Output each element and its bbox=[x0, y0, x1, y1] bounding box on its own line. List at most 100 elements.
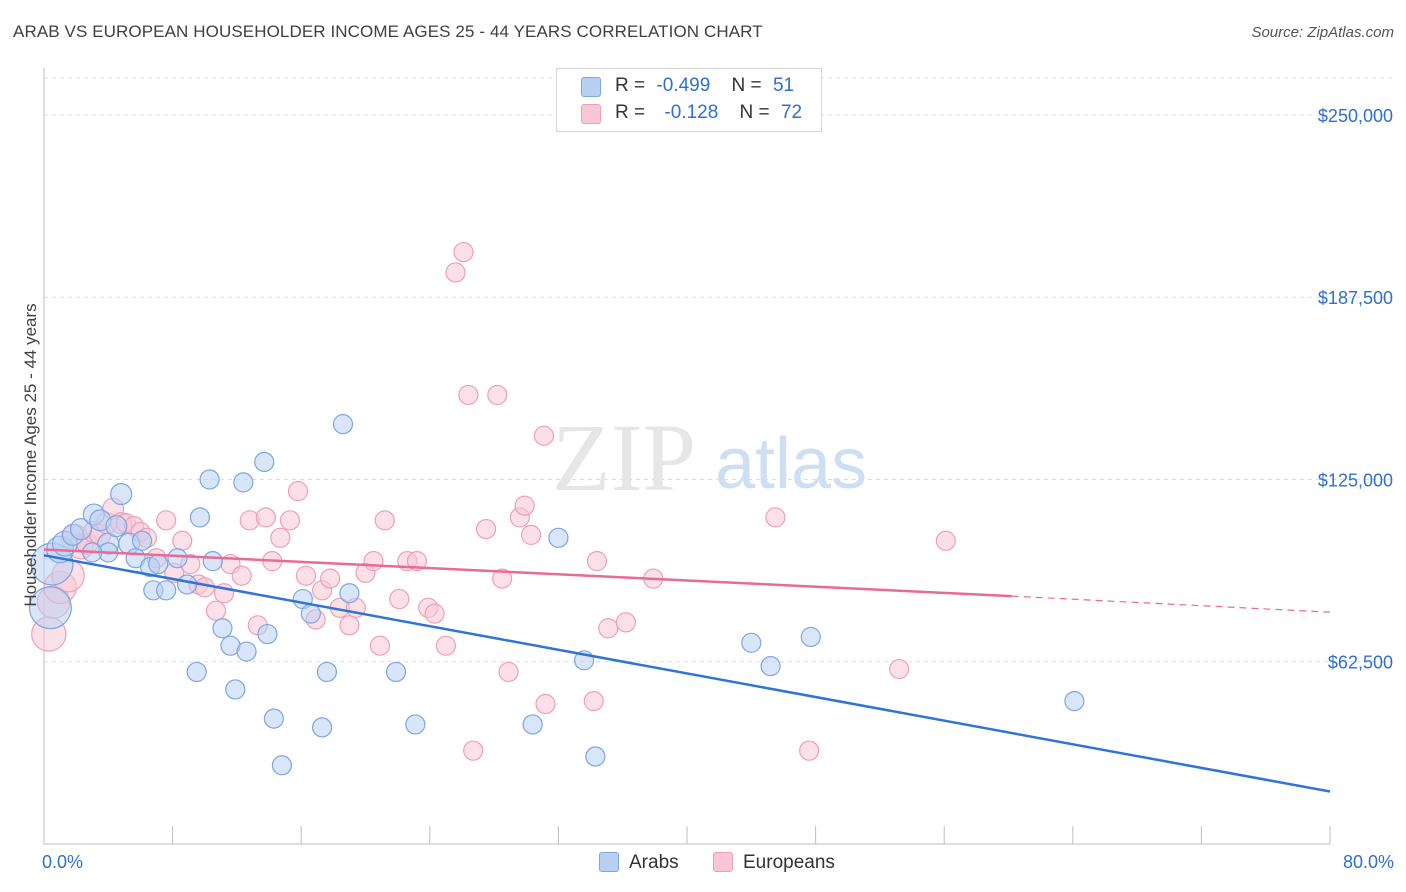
legend-n-label: N = bbox=[739, 102, 770, 123]
arabs-point bbox=[257, 623, 278, 645]
arabs-point bbox=[741, 632, 762, 653]
watermark: ZIP atlas bbox=[552, 404, 867, 511]
arabs-point bbox=[131, 530, 153, 551]
legend-n-value-europeans: 72 bbox=[780, 102, 803, 123]
legend-swatch-arabs bbox=[581, 77, 601, 97]
arabs-point bbox=[585, 746, 606, 767]
europeans-swatch bbox=[713, 852, 733, 872]
europeans-point bbox=[424, 603, 445, 624]
europeans-point bbox=[369, 635, 391, 656]
europeans-point bbox=[287, 481, 309, 502]
arabs-point bbox=[339, 583, 360, 604]
europeans-point bbox=[270, 527, 291, 548]
y-tick-label: $187,500 bbox=[1318, 288, 1393, 308]
arabs-point bbox=[176, 574, 198, 595]
europeans-point bbox=[520, 524, 542, 546]
europeans-point bbox=[231, 565, 252, 586]
chart-title: ARAB VS EUROPEAN HOUSEHOLDER INCOME AGES… bbox=[13, 22, 763, 41]
europeans-point bbox=[463, 740, 484, 761]
arabs-point bbox=[69, 518, 93, 541]
europeans-point bbox=[363, 551, 384, 572]
europeans-point bbox=[255, 507, 276, 528]
arabs-point bbox=[548, 527, 569, 548]
legend-item-arabs[interactable]: Arabs bbox=[599, 852, 679, 874]
arabs-point bbox=[212, 618, 233, 639]
europeans-point bbox=[156, 510, 177, 531]
trend-lines bbox=[43, 548, 1331, 793]
legend-r-label: R = bbox=[615, 102, 646, 123]
europeans-point bbox=[889, 658, 910, 680]
arabs-point bbox=[225, 679, 246, 700]
arabs-point bbox=[405, 714, 426, 735]
arabs-point bbox=[316, 661, 338, 683]
arabs-point bbox=[311, 717, 333, 738]
europeans-point bbox=[583, 691, 604, 712]
europeans-point bbox=[475, 518, 497, 540]
arabs-point bbox=[28, 586, 72, 630]
arabs-point bbox=[148, 553, 169, 575]
legend-swatch-europeans bbox=[581, 104, 601, 124]
europeans-point bbox=[320, 568, 341, 589]
europeans-point bbox=[765, 507, 786, 528]
arabs-point bbox=[385, 661, 407, 683]
europeans-point bbox=[492, 568, 513, 589]
arabs-legend-label: Arabs bbox=[629, 852, 679, 873]
europeans-point bbox=[295, 565, 317, 586]
europeans-point bbox=[279, 510, 301, 531]
europeans-point bbox=[445, 262, 466, 283]
arabs-point bbox=[236, 641, 257, 662]
arabs-point bbox=[760, 656, 781, 677]
europeans-point bbox=[498, 661, 519, 683]
arabs-point bbox=[800, 626, 821, 648]
arabs-point bbox=[233, 472, 254, 493]
legend-r-value-arabs: -0.499 bbox=[656, 75, 711, 96]
arabs-points bbox=[28, 413, 1085, 776]
europeans-point bbox=[598, 618, 619, 639]
europeans-point bbox=[535, 693, 556, 715]
arabs-point bbox=[105, 515, 128, 538]
arabs-point bbox=[202, 551, 223, 572]
arabs-point bbox=[199, 469, 220, 490]
axes bbox=[43, 68, 1331, 845]
europeans-point bbox=[374, 510, 395, 531]
arabs-point bbox=[300, 603, 321, 624]
arabs-point bbox=[332, 413, 354, 435]
correlation-legend: R = -0.499 N = 51 R = -0.128 N = 72 bbox=[556, 68, 822, 132]
x-tick-max: 80.0% bbox=[1342, 852, 1394, 872]
europeans-point bbox=[172, 530, 193, 551]
y-axis-title: Householder Income Ages 25 - 44 years bbox=[21, 303, 40, 606]
y-tick-labels: $62,500 $125,000 $187,500 $250,000 bbox=[1318, 106, 1393, 673]
arabs-point bbox=[156, 580, 177, 601]
source-label: Source: ZipAtlas.com bbox=[1251, 24, 1394, 41]
watermark-zip: ZIP bbox=[552, 404, 696, 511]
arabs-point bbox=[522, 714, 543, 735]
europeans-trend-extension bbox=[1011, 595, 1331, 613]
europeans-point bbox=[453, 241, 474, 263]
europeans-point bbox=[799, 740, 820, 761]
arabs-point bbox=[167, 548, 188, 569]
arabs-point bbox=[254, 451, 275, 473]
y-tick-label: $62,500 bbox=[1328, 653, 1393, 673]
legend-n-label: N = bbox=[731, 75, 762, 96]
y-tick-label: $250,000 bbox=[1318, 106, 1393, 126]
legend-r-value-europeans: -0.128 bbox=[664, 102, 719, 123]
arabs-point bbox=[271, 755, 293, 776]
europeans-point bbox=[514, 495, 535, 516]
europeans-point bbox=[615, 612, 637, 633]
arabs-point bbox=[1064, 691, 1085, 712]
y-axis-label: Householder Income Ages 25 - 44 years bbox=[21, 303, 40, 606]
arabs-point bbox=[186, 661, 207, 683]
x-tick-min: 0.0% bbox=[42, 852, 84, 872]
europeans-point bbox=[435, 635, 456, 656]
europeans-point bbox=[458, 384, 479, 406]
europeans-point bbox=[194, 577, 215, 598]
europeans-point bbox=[406, 551, 428, 572]
europeans-legend-label: Europeans bbox=[743, 852, 835, 873]
legend-n-value-arabs: 51 bbox=[772, 75, 795, 96]
europeans-point bbox=[533, 425, 555, 446]
legend-item-europeans[interactable]: Europeans bbox=[713, 852, 835, 874]
watermark-atlas: atlas bbox=[715, 424, 867, 504]
legend-r-label: R = bbox=[615, 75, 646, 96]
europeans-point bbox=[339, 615, 360, 636]
